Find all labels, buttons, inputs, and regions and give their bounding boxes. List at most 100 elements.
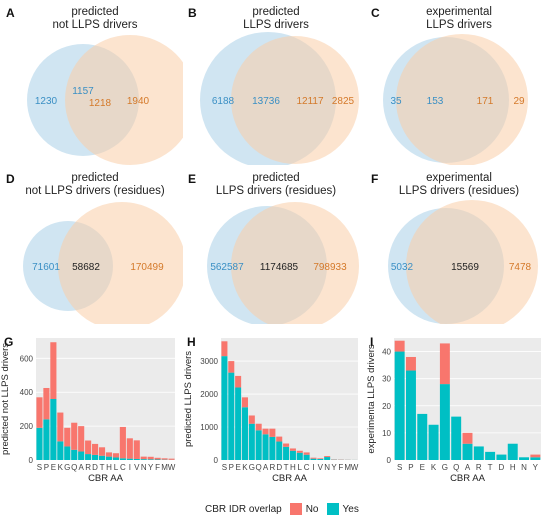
x-tick-label: F (155, 463, 160, 472)
x-tick-label: W (168, 463, 176, 472)
circle-b (231, 36, 359, 164)
intersection-count-b: 171 (477, 96, 494, 107)
panel-letter: F (371, 172, 379, 186)
bar-yes (248, 423, 255, 460)
bar-no (36, 397, 43, 428)
only-a-count: 6188 (212, 96, 235, 107)
x-tick-label: N (324, 463, 330, 472)
bar-yes (283, 446, 290, 460)
x-tick-label: R (85, 463, 91, 472)
x-tick-label: E (420, 463, 425, 472)
bar-yes (324, 457, 331, 460)
venn-title: predicted not LLPS drivers (52, 6, 138, 31)
bar-yes (126, 458, 133, 460)
venn-title: predicted not LLPS drivers (residues) (25, 172, 165, 197)
bar-no (248, 415, 255, 424)
venn-title: predicted LLPS drivers (residues) (215, 172, 337, 197)
y-tick-label: 2000 (200, 390, 218, 399)
y-tick-label: 0 (214, 456, 219, 465)
x-tick-label: M (344, 463, 351, 472)
bar-no (98, 447, 106, 456)
legend-swatch-yes (326, 503, 339, 515)
bar-yes (439, 384, 450, 460)
bar-yes (50, 399, 57, 460)
x-tick-label: Y (533, 463, 539, 472)
bar-yes (64, 446, 71, 460)
bar-no (154, 457, 161, 460)
intersection-count: 1157 (72, 86, 94, 97)
bar-yes (43, 419, 50, 460)
bar-yes (473, 446, 484, 460)
bar-yes (317, 459, 324, 460)
venn-diagram: 562587 1174685 798933 (207, 202, 359, 324)
bar-yes (462, 443, 473, 460)
x-tick-label: D (276, 463, 282, 472)
bar-no (439, 343, 450, 385)
bar-no (394, 340, 405, 352)
only-b-count: 170499 (130, 262, 164, 273)
venn-panel-e: E predicted LLPS drivers (residues) 5625… (183, 166, 366, 324)
venn-panel-a: A predicted not LLPS drivers 1230 1157 1… (0, 0, 183, 165)
bar-no (64, 427, 71, 447)
x-tick-label: G (64, 463, 70, 472)
x-tick-label: L (298, 463, 303, 472)
venn-diagram: 71601 58682 170499 (23, 202, 183, 324)
only-b-count: 29 (513, 96, 525, 107)
intersection-count: 13736 (252, 96, 280, 107)
y-tick-label: 40 (382, 348, 391, 357)
bar-yes (485, 451, 496, 460)
bar-yes (57, 441, 64, 460)
intersection-count: 153 (427, 96, 444, 107)
y-tick-label: 10 (382, 429, 391, 438)
x-tick-label: A (465, 463, 471, 472)
bar-chart-i: I 0 10 20 30 40 S P E K G Q A R T D H N Y CBR AA experimenta… (366, 335, 541, 484)
bar-yes (310, 458, 317, 460)
venn-title: experimental LLPS drivers (426, 6, 492, 31)
only-a-count: 562587 (210, 262, 244, 273)
x-tick-label: P (408, 463, 413, 472)
bar-yes (451, 416, 462, 460)
circle-b (58, 202, 183, 324)
circle-b (406, 200, 538, 324)
y-tick-label: 0 (29, 456, 34, 465)
bar-no (43, 387, 50, 420)
intersection-count-b: 12117 (296, 96, 324, 107)
x-tick-label: P (44, 463, 49, 472)
x-tick-label: F (338, 463, 343, 472)
bar-yes (221, 356, 228, 460)
only-b-count: 1940 (127, 96, 150, 107)
panel-letter: H (187, 335, 196, 349)
panel-letter: I (370, 335, 373, 349)
bar-yes (140, 459, 147, 460)
x-tick-label: E (235, 463, 240, 472)
bar-no (221, 341, 228, 357)
only-a-count: 71601 (32, 262, 60, 273)
venn-panel-b: B predicted LLPS drivers 6188 13736 1211… (183, 0, 366, 165)
bar-yes (85, 454, 92, 460)
x-tick-label: T (488, 463, 493, 472)
bar-yes (530, 457, 541, 460)
bar-yes (519, 457, 530, 460)
only-a-count: 35 (390, 96, 402, 107)
panel-letter: E (188, 172, 197, 186)
bar-yes (496, 454, 507, 460)
bar-no (269, 428, 276, 437)
bar-no (228, 361, 235, 373)
x-tick-label: D (92, 463, 98, 472)
bar-yes (255, 430, 262, 460)
x-tick-label: W (351, 463, 359, 472)
bar-no (303, 452, 310, 455)
bar-yes (289, 450, 296, 460)
x-tick-label: C (304, 463, 310, 472)
venn-panel-c: C experimental LLPS drivers 35 153 171 2… (366, 0, 550, 165)
bar-yes (154, 459, 161, 460)
bar-yes (241, 407, 248, 460)
y-tick-label: 30 (382, 375, 391, 384)
x-tick-label: Q (71, 463, 77, 472)
x-axis-label: CBR AA (450, 473, 486, 484)
venn-panel-d: D predicted not LLPS drivers (residues) … (0, 166, 183, 324)
x-tick-label: S (37, 463, 42, 472)
bar-no (85, 440, 92, 455)
bar-yes (296, 452, 303, 460)
